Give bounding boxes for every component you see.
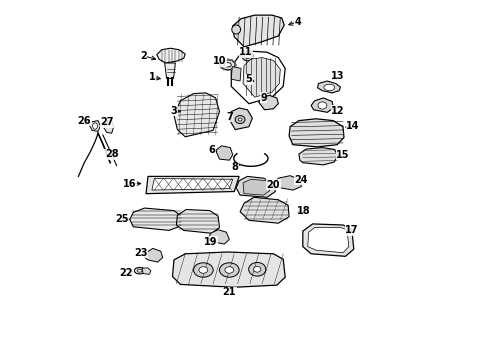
Text: 20: 20 <box>267 180 280 190</box>
Ellipse shape <box>254 266 261 272</box>
Text: 2: 2 <box>140 51 147 61</box>
Ellipse shape <box>220 67 222 68</box>
Polygon shape <box>229 108 252 130</box>
Ellipse shape <box>224 63 231 67</box>
Ellipse shape <box>220 263 239 277</box>
Ellipse shape <box>249 262 266 276</box>
Polygon shape <box>273 176 301 190</box>
Polygon shape <box>165 63 175 78</box>
Text: 24: 24 <box>294 175 308 185</box>
Polygon shape <box>146 176 239 194</box>
Polygon shape <box>142 268 151 274</box>
Polygon shape <box>233 15 284 47</box>
Polygon shape <box>130 208 182 230</box>
Text: 9: 9 <box>260 93 267 103</box>
Text: 18: 18 <box>297 206 311 216</box>
Ellipse shape <box>137 269 142 272</box>
Polygon shape <box>157 48 185 63</box>
Polygon shape <box>289 119 344 147</box>
Text: 6: 6 <box>208 145 215 156</box>
Polygon shape <box>176 210 220 233</box>
Ellipse shape <box>93 123 98 129</box>
Ellipse shape <box>324 84 335 91</box>
Polygon shape <box>174 93 220 137</box>
Polygon shape <box>243 58 280 97</box>
Text: 16: 16 <box>123 179 137 189</box>
Polygon shape <box>208 230 229 244</box>
Text: 23: 23 <box>134 248 148 258</box>
Polygon shape <box>90 121 100 131</box>
Polygon shape <box>231 51 285 104</box>
Polygon shape <box>236 176 275 197</box>
Text: 3: 3 <box>171 105 177 116</box>
Text: 14: 14 <box>346 121 360 131</box>
Polygon shape <box>311 98 333 112</box>
Text: 4: 4 <box>294 17 301 27</box>
Ellipse shape <box>227 69 229 71</box>
Text: 8: 8 <box>232 162 239 172</box>
Text: 1: 1 <box>148 72 155 82</box>
Ellipse shape <box>235 116 245 123</box>
Ellipse shape <box>220 62 222 63</box>
Ellipse shape <box>232 25 241 34</box>
Polygon shape <box>231 67 241 81</box>
Text: 11: 11 <box>239 47 253 57</box>
Ellipse shape <box>234 67 236 68</box>
Text: 19: 19 <box>204 237 218 247</box>
Text: 22: 22 <box>120 268 133 278</box>
Text: 17: 17 <box>345 225 359 235</box>
Ellipse shape <box>235 64 237 66</box>
Text: 12: 12 <box>331 106 345 116</box>
Text: 27: 27 <box>100 117 114 127</box>
Polygon shape <box>308 228 349 253</box>
Ellipse shape <box>231 59 233 61</box>
Ellipse shape <box>134 267 145 274</box>
Text: 21: 21 <box>222 287 236 297</box>
Ellipse shape <box>194 263 213 277</box>
Ellipse shape <box>238 118 242 121</box>
Ellipse shape <box>219 64 221 66</box>
Polygon shape <box>259 95 278 110</box>
Ellipse shape <box>318 102 327 109</box>
Ellipse shape <box>225 267 234 273</box>
Ellipse shape <box>220 60 235 70</box>
Ellipse shape <box>223 69 225 70</box>
Polygon shape <box>172 252 285 287</box>
Ellipse shape <box>245 53 250 59</box>
Ellipse shape <box>234 62 236 63</box>
Polygon shape <box>240 197 289 223</box>
Polygon shape <box>145 248 163 262</box>
Text: 10: 10 <box>213 56 226 66</box>
Text: 28: 28 <box>105 149 119 159</box>
Polygon shape <box>152 179 233 190</box>
Text: 15: 15 <box>336 150 350 160</box>
Text: 13: 13 <box>331 71 345 81</box>
Ellipse shape <box>231 69 233 70</box>
Polygon shape <box>299 148 338 165</box>
Polygon shape <box>104 121 114 133</box>
Text: 26: 26 <box>77 116 91 126</box>
Text: 25: 25 <box>115 214 128 224</box>
Ellipse shape <box>199 267 208 273</box>
Text: 5: 5 <box>245 74 252 84</box>
Polygon shape <box>303 224 354 256</box>
Ellipse shape <box>223 59 225 61</box>
Ellipse shape <box>227 59 229 60</box>
Polygon shape <box>318 81 341 93</box>
Polygon shape <box>243 179 270 195</box>
Polygon shape <box>216 146 233 160</box>
Text: 7: 7 <box>226 112 233 122</box>
Ellipse shape <box>242 51 253 61</box>
